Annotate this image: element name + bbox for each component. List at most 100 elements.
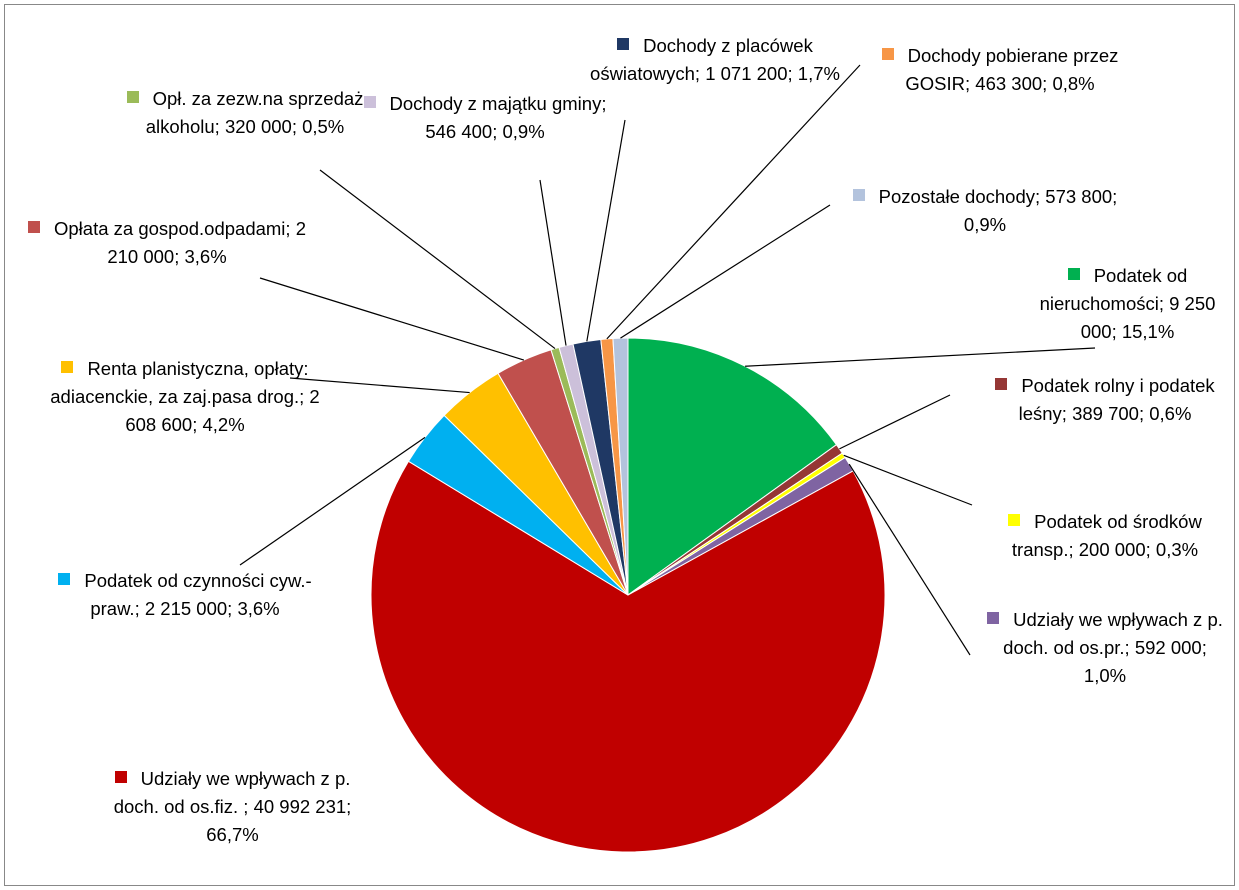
percent-label: 0,6% (1149, 403, 1192, 424)
category-name: Udziały we wpływach z p. doch. od os.pr. (1003, 609, 1223, 658)
legend-key (1008, 514, 1021, 526)
leader-line (839, 394, 951, 450)
category-name: Opłata za gospod.odpadami (54, 218, 286, 239)
separator: ; (1068, 539, 1079, 560)
category-name: Podatek od środków transp. (1011, 511, 1202, 560)
data-label: Podatek od nieruchomości; 9 250 000; 15,… (1020, 262, 1235, 346)
legend-key (995, 378, 1008, 390)
separator: ; (134, 598, 145, 619)
data-label: Podatek od czynności cyw.-praw.; 2 215 0… (50, 567, 320, 623)
separator: ; (694, 63, 706, 84)
category-name: Dochody pobierane przez GOSIR (905, 45, 1119, 94)
legend-key (1067, 268, 1080, 280)
legend-key (114, 771, 127, 783)
percent-label: 66,7% (206, 824, 259, 845)
separator: ; (1124, 637, 1135, 658)
leader-line (843, 454, 973, 506)
pie-slice (627, 337, 838, 596)
value-label: 2 210 000 (107, 218, 306, 267)
legend-key (363, 96, 376, 108)
separator: ; (1111, 321, 1122, 342)
data-label: Udziały we wpływach z p. doch. od os.fiz… (95, 765, 370, 849)
value-label: 463 300 (975, 73, 1043, 94)
data-label: Pozostałe dochody; 573 800; 0,9% (840, 183, 1130, 239)
category-name: Podatek od czynności cyw.-praw. (84, 570, 312, 619)
pie-slice (370, 460, 886, 853)
category-name: Podatek od nieruchomości (1039, 265, 1188, 314)
separator: ; (214, 116, 225, 137)
separator: ; (192, 414, 203, 435)
leader-line (606, 64, 861, 340)
leader-line (586, 119, 626, 342)
separator: ; (1158, 293, 1170, 314)
category-name: Renta planistyczna, opłaty: adiacenckie,… (50, 358, 309, 407)
leader-line (745, 347, 1096, 367)
separator: ; (243, 796, 254, 817)
value-label: 2 608 600 (125, 386, 320, 435)
value-label: 389 700 (1072, 403, 1139, 424)
leader-line (239, 436, 426, 566)
percent-label: 15,1% (1121, 321, 1175, 342)
leader-line (259, 277, 525, 361)
value-label: 40 992 231 (253, 796, 347, 817)
separator: ; (1061, 403, 1073, 424)
separator: ; (299, 386, 310, 407)
legend-key (58, 573, 71, 585)
category-name: Pozostałe dochody (878, 186, 1036, 207)
leader-line (848, 463, 971, 656)
separator: ; (1145, 539, 1156, 560)
percent-label: 1,7% (797, 63, 840, 84)
value-label: 1 071 200 (705, 63, 788, 84)
separator: ; (1138, 403, 1150, 424)
separator: ; (291, 116, 303, 137)
chart-frame (4, 4, 1235, 886)
value-label: 592 000 (1134, 637, 1202, 658)
category-name: Dochody z placówek oświatowych (590, 35, 813, 84)
category-name: Dochody z majątku gminy (389, 93, 602, 114)
percent-label: 0,9% (963, 214, 1007, 235)
separator: ; (174, 246, 185, 267)
category-name: Udziały we wpływach z p. doch. od os.fiz… (113, 768, 351, 817)
percent-label: 3,6% (237, 598, 280, 619)
data-label: Udziały we wpływach z p. doch. od os.pr.… (980, 606, 1230, 690)
data-label: Dochody pobierane przez GOSIR; 463 300; … (860, 42, 1140, 98)
leader-line (289, 377, 470, 394)
data-label: Opł. za zezw.na sprzedaż alkoholu; 320 0… (115, 85, 375, 141)
value-label: 320 000 (224, 116, 292, 137)
category-name: Opł. za zezw.na sprzedaż alkoholu (145, 88, 364, 137)
leader-line (620, 204, 831, 339)
separator: ; (1035, 186, 1046, 207)
legend-key (28, 221, 40, 233)
separator: ; (601, 93, 607, 114)
separator: ; (227, 598, 238, 619)
value-label: 9 250 000 (1080, 293, 1216, 342)
percent-label: 0,5% (302, 116, 345, 137)
legend-key (881, 48, 894, 60)
data-label: Opłata za gospod.odpadami; 2 210 000; 3,… (22, 215, 312, 271)
separator: ; (787, 63, 798, 84)
percent-label: 0,8% (1052, 73, 1095, 94)
value-label: 2 215 000 (144, 598, 228, 619)
separator: ; (1042, 73, 1053, 94)
data-label: Podatek rolny i podatek leśny; 389 700; … (980, 372, 1230, 428)
leader-line (319, 169, 556, 350)
value-label: 200 000 (1078, 539, 1146, 560)
percent-label: 4,2% (202, 414, 245, 435)
legend-key (852, 189, 865, 201)
data-label: Dochody z majątku gminy; 546 400; 0,9% (360, 90, 610, 146)
percent-label: 1,0% (1083, 665, 1127, 686)
legend-key (987, 612, 1000, 624)
separator: ; (346, 796, 352, 817)
category-name: Podatek rolny i podatek leśny (1018, 375, 1215, 424)
data-label: Podatek od środków transp.; 200 000; 0,3… (975, 508, 1235, 564)
separator: ; (285, 218, 296, 239)
data-label: Dochody z placówek oświatowych; 1 071 20… (585, 32, 845, 88)
data-label: Renta planistyczna, opłaty: adiacenckie,… (40, 355, 330, 439)
percent-label: 0,3% (1155, 539, 1199, 560)
separator: ; (1112, 186, 1118, 207)
value-label: 573 800 (1045, 186, 1113, 207)
legend-key (617, 38, 630, 50)
legend-key (61, 361, 74, 373)
